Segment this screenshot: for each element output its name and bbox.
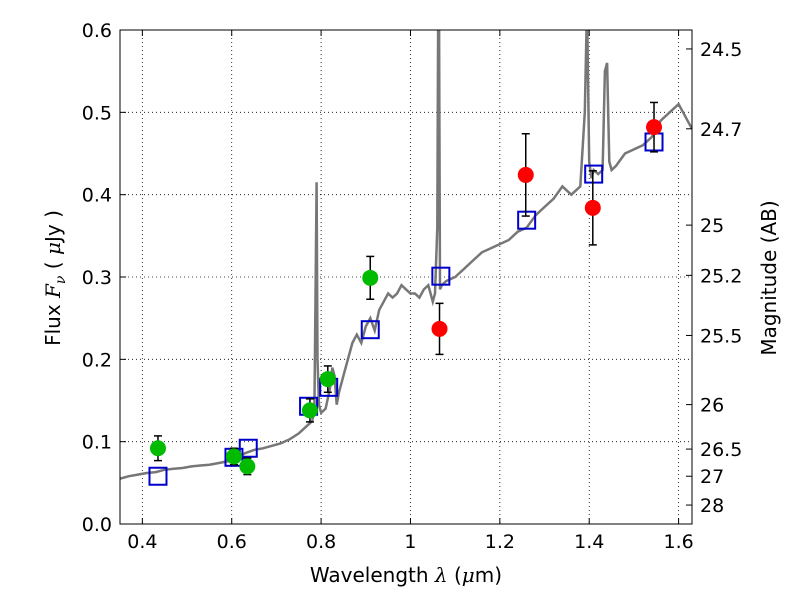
plot-frame	[119, 29, 693, 525]
ticks-layer: 0.4 0.6 0.8 1 1.2 1.4 1.6 0.0 0.1 0.2 0.3 0.4 0.5 0.6…	[82, 20, 743, 553]
red-data-point	[517, 166, 534, 183]
x-tick-label: 1.2	[485, 531, 515, 553]
y-tick-label: 0.0	[82, 514, 112, 536]
model-square-marker	[517, 210, 537, 230]
x-tick-label: 0.4	[127, 531, 157, 553]
y2-tick-label: 25	[700, 215, 724, 237]
y2-tick-label: 27	[700, 466, 724, 488]
green-data-point	[225, 448, 242, 465]
x-tick-label: 0.8	[306, 531, 336, 553]
green-data-point	[239, 458, 256, 475]
spectrum-layer	[120, 30, 692, 480]
model-square-marker	[431, 266, 451, 286]
green-data-point	[149, 440, 166, 457]
red-data-point	[646, 119, 663, 136]
y-tick-label: 0.3	[82, 267, 112, 289]
y2-tick-label: 25.5	[700, 325, 742, 347]
y-tick-label: 0.5	[82, 102, 112, 124]
y2-tick-label: 26.5	[700, 439, 742, 461]
x-axis-label: Wavelength λ (μm)	[310, 563, 502, 587]
y-tick-label: 0.2	[82, 349, 112, 371]
x-tick-label: 0.6	[217, 531, 247, 553]
y-tick-label: 0.6	[82, 20, 112, 42]
y2-tick-label: 26	[700, 395, 724, 417]
green-data-point	[362, 269, 379, 286]
model-square-marker	[360, 320, 380, 340]
model-square-marker	[238, 438, 258, 458]
y-axis-label: Flux Fν ( μJy )	[41, 210, 69, 346]
y2-tick-label: 24.7	[700, 119, 742, 141]
model-square-marker	[584, 164, 604, 184]
green-data-point	[301, 402, 318, 419]
x-tick-label: 1.6	[663, 531, 693, 553]
y2-tick-label: 24.5	[700, 39, 742, 61]
y2-tick-label: 28	[700, 495, 724, 517]
red-data-point	[431, 320, 448, 337]
y2-tick-label: 25.2	[700, 265, 742, 287]
green-data-point	[319, 371, 336, 388]
spectrum-line	[120, 30, 692, 480]
model-square-marker	[148, 466, 168, 486]
y-tick-label: 0.4	[82, 185, 112, 207]
y2-axis-label: Magnitude (AB)	[757, 200, 781, 355]
y-tick-label: 0.1	[82, 432, 112, 454]
x-tick-label: 1	[404, 531, 416, 553]
grid-lines	[120, 29, 692, 525]
markers-layer	[148, 101, 664, 486]
red-data-point	[584, 199, 601, 216]
x-tick-label: 1.4	[574, 531, 604, 553]
